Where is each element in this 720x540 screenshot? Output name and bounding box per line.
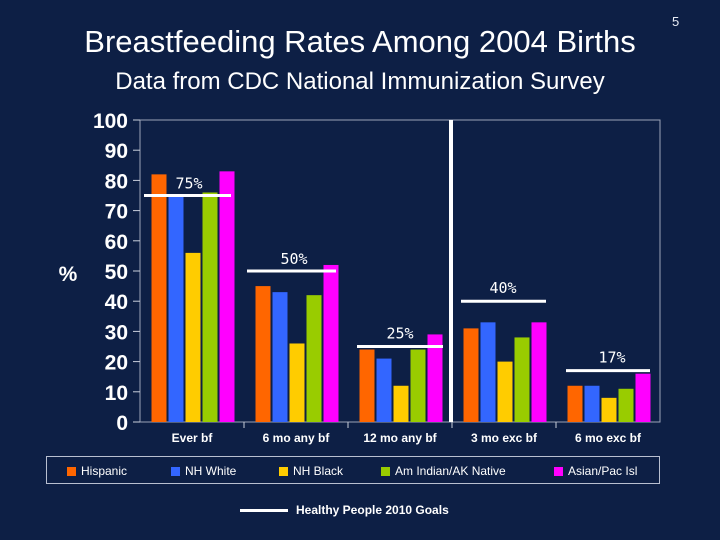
y-tick-label: 90 [105,140,128,163]
bar-nh-black [601,397,617,422]
legend-label: Hispanic [81,464,128,478]
slide-number: 5 [672,14,680,29]
y-tick-label: 60 [105,231,128,254]
y-tick-label: 40 [105,291,128,314]
goal-line-swatch [240,508,288,512]
x-tick-label: 12 mo any bf [363,431,437,445]
bar-am-indian-ak-native [618,388,634,422]
y-tick-label: 70 [105,201,128,224]
bar-hispanic [151,174,167,422]
bar-asian-pac-isl [323,264,339,422]
legend-label: Am Indian/AK Native [395,464,506,478]
goal-label: 40% [489,279,516,297]
bar-nh-black [289,343,305,422]
legend-label: Asian/Pac Isl [568,464,638,478]
y-tick-label: 30 [105,321,128,344]
bar-nh-black [393,385,409,422]
plot-area-frame [139,119,661,423]
legend-item-am-indian-ak-native: Am Indian/AK Native [381,464,506,478]
x-tick-label: 6 mo any bf [263,431,331,445]
legend-label: NH Black [293,464,344,478]
goal-label: 25% [386,325,413,343]
x-tick-label: 3 mo exc bf [471,431,538,445]
legend-item-asian-pac-isl: Asian/Pac Isl [554,464,637,478]
legend-swatch [381,466,390,476]
slide-title: Breastfeeding Rates Among 2004 Births [84,24,636,59]
chart-legend: Hispanic NH White NH Black Am Indian/AK Nat… [46,456,660,484]
y-tick-label: 20 [105,352,128,375]
bar-hispanic [359,349,375,422]
goal-label: 75% [175,175,202,193]
y-tick-label: 50 [105,261,128,284]
bar-am-indian-ak-native [410,349,426,422]
legend-item-nh-black: NH Black [279,464,343,478]
bar-nh-black [185,252,201,422]
x-tick-label: Ever bf [172,431,214,445]
bar-nh-black [497,361,513,422]
bar-hispanic [463,328,479,422]
bar-nh-white [376,358,392,422]
bar-asian-pac-isl [635,373,651,422]
y-tick-label: 0 [116,412,128,435]
bar-nh-white [584,385,600,422]
goal-label: 50% [280,250,307,268]
bar-am-indian-ak-native [202,192,218,422]
bar-nh-white [168,195,184,422]
bar-am-indian-ak-native [514,337,530,422]
bar-asian-pac-isl [427,334,443,422]
goal-line-key: Healthy People 2010 Goals [240,503,449,517]
goal-line-key-label: Healthy People 2010 Goals [296,503,449,517]
bar-hispanic [567,385,583,422]
x-tick-label: 6 mo exc bf [575,431,642,445]
bar-asian-pac-isl [219,171,235,422]
bar-hispanic [255,286,271,422]
y-axis-label: % [59,263,78,286]
y-tick-label: 10 [105,382,128,405]
bar-am-indian-ak-native [306,295,322,422]
slide-subtitle: Data from CDC National Immunization Surv… [115,68,605,95]
legend-item-hispanic: Hispanic [67,464,127,478]
legend-label: NH White [185,464,237,478]
legend-swatch [171,466,180,476]
legend-swatch [67,466,76,476]
y-tick-label: 100 [93,110,128,133]
bar-asian-pac-isl [531,322,547,422]
bar-nh-white [272,292,288,422]
y-tick-label: 80 [105,170,128,193]
legend-item-nh-white: NH White [171,464,236,478]
goal-label: 17% [598,349,625,367]
legend-swatch [554,466,563,476]
bar-nh-white [480,322,496,422]
legend-swatch [279,466,288,476]
